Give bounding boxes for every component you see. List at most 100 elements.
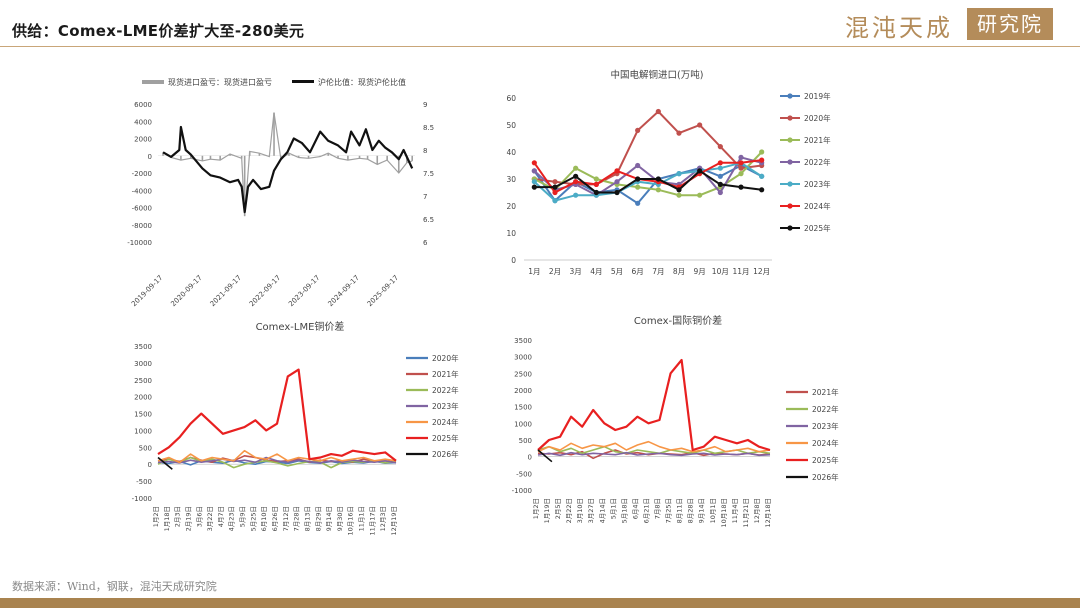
x-tick: 11月4日 <box>731 498 739 523</box>
series-line-2024年 <box>157 449 397 464</box>
source-note: 数据来源：Wind，钢联，混沌天成研究院 <box>12 580 217 593</box>
series-point <box>552 179 558 185</box>
y-tick: -500 <box>516 470 532 478</box>
series-point <box>738 165 744 171</box>
chart2-title: 中国电解铜进口(万吨) <box>611 69 704 81</box>
legend-label: 2021年 <box>812 387 839 397</box>
x-tick: 3月 <box>570 267 582 276</box>
series-point <box>614 189 620 196</box>
legend-label: 2022年 <box>432 385 459 395</box>
x-tick: 3月27日 <box>587 498 595 523</box>
logo-text: 混沌天成 <box>845 14 953 42</box>
series-point <box>593 181 599 187</box>
legend-label: 2025年 <box>804 223 831 233</box>
legend-label: 2024年 <box>432 417 459 427</box>
x-tick: 2022-09-17 <box>248 274 282 308</box>
x-tick: 7月 <box>652 267 664 276</box>
series-point <box>531 160 537 166</box>
legend-label: 2022年 <box>804 157 831 167</box>
x-tick: 3月22日 <box>206 506 214 531</box>
x-tick: 10月16日 <box>347 506 355 536</box>
x-tick: 12月 <box>753 267 770 276</box>
y-tick: 1500 <box>134 411 152 419</box>
series-point <box>655 108 661 115</box>
y-left-tick: 0 <box>148 153 152 161</box>
series-line-2022年 <box>157 456 397 469</box>
logo-box: 研究院 <box>967 8 1053 40</box>
legend-label: 2024年 <box>804 201 831 211</box>
x-tick: 8月13日 <box>303 506 311 531</box>
x-tick: 12月3日 <box>379 506 387 531</box>
page-title: 供给：Comex-LME价差扩大至-280美元 <box>12 22 305 40</box>
y-tick: 3000 <box>134 360 152 368</box>
series-point <box>676 171 682 177</box>
series-point <box>614 179 620 185</box>
y-right-tick: 7 <box>423 193 427 201</box>
legend-marker <box>787 137 793 143</box>
x-tick: 11月17日 <box>368 506 376 536</box>
legend-label: 2024年 <box>812 438 839 448</box>
series-point <box>717 173 723 179</box>
y-tick: 3000 <box>514 354 532 362</box>
ratio-series <box>162 125 414 214</box>
series-point <box>717 189 723 196</box>
series-point <box>676 187 682 193</box>
y-tick: 0 <box>528 454 532 462</box>
series-line-2023年 <box>537 451 771 457</box>
x-tick: 2020-09-17 <box>169 274 203 308</box>
series-point <box>552 189 558 196</box>
comex-intl-spread-chart: Comex-国际铜价差 3500 3000 2500 2000 1500 1000 500 0… <box>512 314 839 528</box>
y-left-tick: 2000 <box>134 136 152 144</box>
y-tick: 2000 <box>134 394 152 402</box>
import-profit-ratio-chart: 现货进口盈亏：现货进口盈亏 沪伦比值：现货沪伦比值 6000 4000 2000 0 -… <box>127 77 434 308</box>
legend-marker <box>787 225 793 231</box>
x-tick: 5月25日 <box>249 506 257 531</box>
series-point <box>738 184 744 190</box>
x-tick: 1月18日 <box>163 506 171 531</box>
x-tick: 2025-09-17 <box>366 274 400 308</box>
series-point <box>738 154 744 160</box>
series-point <box>655 187 661 193</box>
series-point <box>614 168 620 174</box>
y-left-tick: -2000 <box>132 170 152 178</box>
series-line-2025年 <box>537 358 771 452</box>
x-tick: 1月19日 <box>543 498 551 523</box>
y-tick: 10 <box>506 229 516 238</box>
series-point <box>531 184 537 190</box>
series-point <box>531 179 537 185</box>
x-tick: 3月10日 <box>576 498 584 523</box>
x-tick: 2月5日 <box>554 498 562 519</box>
x-tick: 10月18日 <box>720 498 728 528</box>
series-point <box>676 192 682 198</box>
x-tick: 4月23日 <box>228 506 236 531</box>
series-line-2023年 <box>533 161 763 202</box>
series-line-2025年 <box>157 368 397 462</box>
series-point <box>593 189 599 196</box>
y-right-tick: 8.5 <box>423 124 434 132</box>
x-tick: 7月8日 <box>654 498 662 519</box>
legend-label: 2026年 <box>432 449 459 459</box>
legend-marker <box>787 203 793 209</box>
series-point <box>697 122 703 128</box>
y-right-tick: 8 <box>423 147 427 155</box>
x-tick: 6月26日 <box>271 506 279 531</box>
y-tick: 500 <box>519 437 532 445</box>
series-line-2025年 <box>534 169 762 194</box>
y-tick: 50 <box>506 121 516 130</box>
y-right-tick: 7.5 <box>423 170 434 178</box>
legend-label: 2023年 <box>432 401 459 411</box>
series-point <box>531 168 537 174</box>
legend-label: 2021年 <box>432 369 459 379</box>
series-point <box>573 179 579 185</box>
x-tick: 9月 <box>694 267 706 276</box>
x-tick: 4月7日 <box>217 506 225 527</box>
series-point <box>552 198 558 204</box>
x-tick: 8月29日 <box>314 506 322 531</box>
x-tick: 5月9日 <box>239 506 247 527</box>
x-tick: 6月10日 <box>260 506 268 531</box>
x-tick: 2019-09-17 <box>130 274 164 308</box>
x-tick: 6月4日 <box>631 498 639 519</box>
series-point <box>697 168 703 174</box>
x-tick: 1月 <box>528 267 540 276</box>
x-tick: 4月 <box>590 267 602 276</box>
